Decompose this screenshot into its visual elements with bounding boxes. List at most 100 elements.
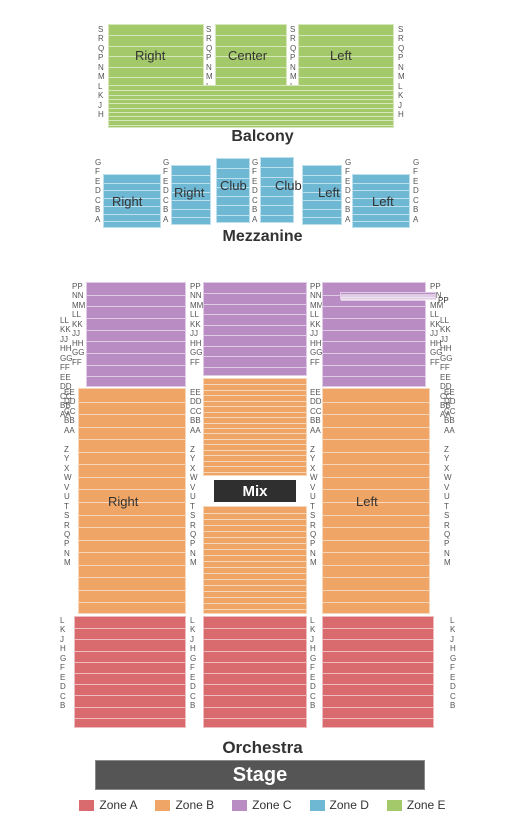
row-letter: GG <box>60 354 72 363</box>
mezzanine-label: Mezzanine <box>0 228 525 246</box>
row-letter: E <box>95 177 101 186</box>
orch-low-block-2[interactable] <box>322 616 434 728</box>
balcony-section-label-0: Right <box>135 48 165 63</box>
row-letter: E <box>190 673 196 682</box>
row-letter: DD <box>444 397 456 406</box>
orch-low-block-0[interactable] <box>74 616 186 728</box>
row-letter: G <box>310 654 316 663</box>
orch-mid-block-1[interactable] <box>203 378 307 476</box>
row-letter: K <box>450 625 456 634</box>
legend-label: Zone A <box>99 798 137 812</box>
row-letter: R <box>190 521 198 530</box>
row-letter: CC <box>310 407 322 416</box>
orch-low-rows-3: LKJHGFEDCB <box>450 616 456 710</box>
orch-upper-block-0[interactable] <box>86 282 186 387</box>
row-letter: G <box>190 654 196 663</box>
row-letter: N <box>310 549 318 558</box>
row-letter: CC <box>64 407 76 416</box>
row-letter: M <box>310 558 318 567</box>
row-letter: U <box>190 492 198 501</box>
row-letter: S <box>98 25 105 34</box>
legend-label: Zone E <box>407 798 446 812</box>
row-letter: Y <box>444 454 452 463</box>
row-letter: P <box>290 53 297 62</box>
legend: Zone AZone BZone CZone DZone E <box>0 798 525 812</box>
row-letter: R <box>290 34 297 43</box>
orch-mid-rows-top-1: EEDDCCBBAA <box>190 388 202 435</box>
balcony-section-label-1: Center <box>228 48 267 63</box>
row-letter: B <box>95 205 101 214</box>
row-letter: L <box>310 616 316 625</box>
orch-low-block-1[interactable] <box>203 616 307 728</box>
orch-upper-rows-1: PPNNMMLLKKJJHHGGFF <box>190 282 203 367</box>
row-letter: KK <box>72 320 85 329</box>
row-letter: AA <box>190 426 202 435</box>
balcony-rows-0: SRQPNMLKJH <box>98 25 105 119</box>
legend-label: Zone C <box>252 798 291 812</box>
row-letter: S <box>398 25 405 34</box>
row-letter: X <box>64 464 72 473</box>
row-letter: E <box>163 177 169 186</box>
row-letter: D <box>450 682 456 691</box>
row-letter: JJ <box>440 335 452 344</box>
row-letter: T <box>310 502 318 511</box>
mezz-section-label-1: Right <box>174 185 204 200</box>
row-letter: Q <box>290 44 297 53</box>
row-letter: Q <box>398 44 405 53</box>
row-letter: GG <box>72 348 85 357</box>
row-letter: C <box>252 196 258 205</box>
row-letter: DD <box>310 397 322 406</box>
orch-mid-block-2[interactable] <box>203 506 307 614</box>
row-letter: S <box>290 25 297 34</box>
row-letter: M <box>206 72 213 81</box>
row-letter: Q <box>310 530 318 539</box>
orch-upper-block-3[interactable] <box>340 292 436 300</box>
row-letter: C <box>163 196 169 205</box>
row-letter: N <box>206 63 213 72</box>
orch-upper-block-1[interactable] <box>203 282 307 376</box>
row-letter: PP <box>430 282 443 291</box>
row-letter: C <box>310 692 316 701</box>
row-letter: FF <box>440 363 452 372</box>
row-letter: A <box>413 215 419 224</box>
row-letter: F <box>345 167 351 176</box>
row-letter: B <box>163 205 169 214</box>
row-letter: X <box>190 464 198 473</box>
row-letter: S <box>206 25 213 34</box>
row-letter: E <box>60 673 66 682</box>
row-letter: E <box>310 673 316 682</box>
row-letter: EE <box>444 388 456 397</box>
row-letter: A <box>252 215 258 224</box>
row-letter: H <box>98 110 105 119</box>
legend-item-0: Zone A <box>79 798 137 812</box>
row-letter: C <box>60 692 66 701</box>
row-letter: H <box>398 110 405 119</box>
row-letter: N <box>290 63 297 72</box>
row-letter: N <box>398 63 405 72</box>
row-letter: F <box>450 663 456 672</box>
row-letter: B <box>450 701 456 710</box>
row-letter: G <box>95 158 101 167</box>
row-letter: F <box>163 167 169 176</box>
row-letter: T <box>64 502 72 511</box>
row-letter: U <box>64 492 72 501</box>
row-letter: Y <box>310 454 318 463</box>
row-letter: R <box>206 34 213 43</box>
row-letter: FF <box>60 363 72 372</box>
row-letter: V <box>310 483 318 492</box>
legend-swatch <box>387 800 402 811</box>
row-letter: E <box>413 177 419 186</box>
row-letter: R <box>98 34 105 43</box>
balcony-block-3[interactable] <box>108 85 394 128</box>
orchestra-label: Orchestra <box>0 738 525 758</box>
row-letter: LL <box>440 316 452 325</box>
row-letter: B <box>190 701 196 710</box>
row-letter: V <box>64 483 72 492</box>
row-letter: C <box>345 196 351 205</box>
legend-item-2: Zone C <box>232 798 291 812</box>
row-letter: L <box>60 616 66 625</box>
row-letter: S <box>444 511 452 520</box>
row-letter: J <box>190 635 196 644</box>
row-letter: M <box>444 558 452 567</box>
row-letter: KK <box>190 320 203 329</box>
